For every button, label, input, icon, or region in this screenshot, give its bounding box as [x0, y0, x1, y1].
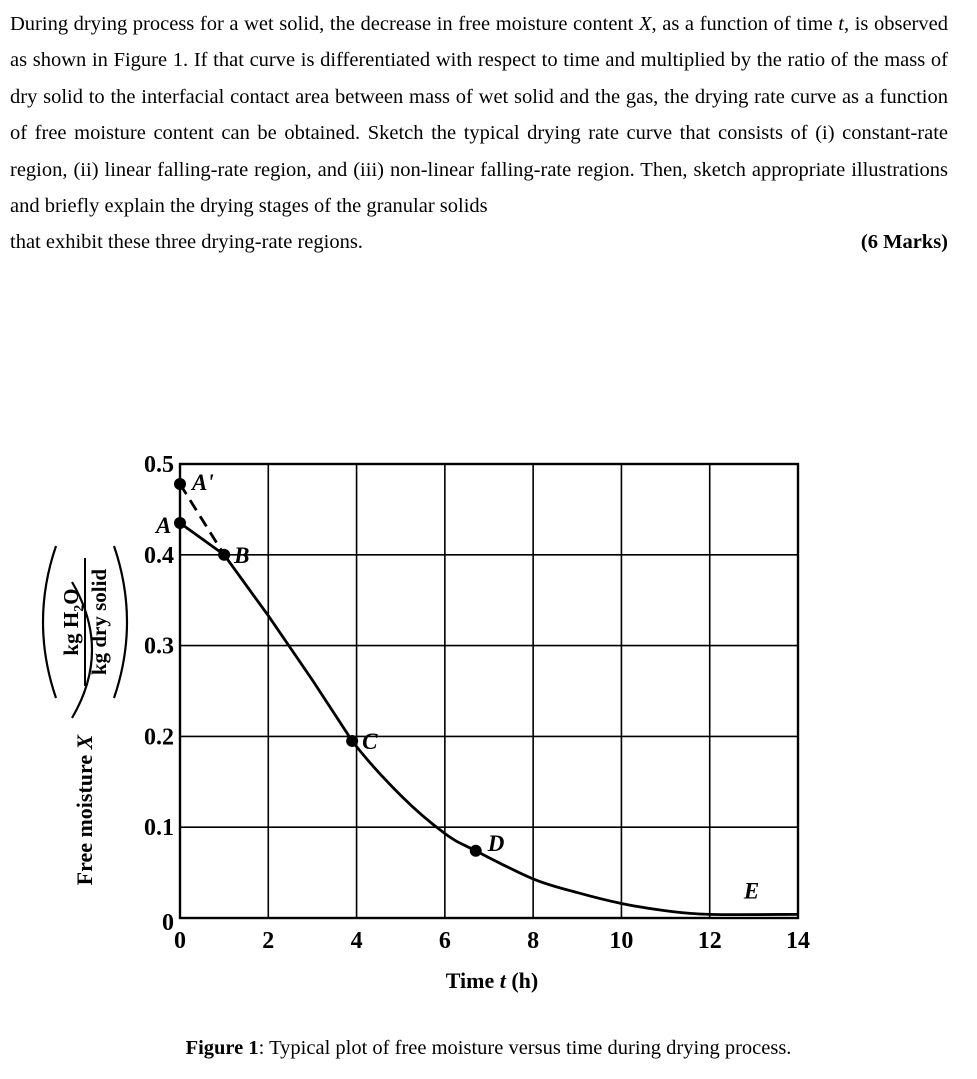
variable-x: X — [638, 13, 652, 35]
drying-curve-chart: 0 0.1 0.2 0.3 0.4 0.5 0 2 4 6 8 10 12 14 A' A B C D E Tim… — [41, 452, 810, 993]
chart-series — [178, 483, 799, 917]
point-label: E — [743, 878, 759, 903]
y-tick-label: 0 — [162, 910, 174, 936]
x-tick-label: 0 — [174, 928, 186, 954]
x-tick-label: 2 — [262, 928, 274, 954]
point-label: A — [154, 513, 171, 538]
data-point-marker — [346, 734, 359, 747]
x-tick-label: 8 — [527, 928, 539, 954]
x-tick-label: 4 — [351, 928, 363, 954]
data-point-marker — [218, 548, 231, 561]
extrapolation-dashed-line — [178, 483, 226, 556]
x-tick-label: 14 — [786, 928, 810, 954]
marks-badge: (6 Marks) — [860, 231, 948, 254]
left-paren — [71, 581, 93, 719]
figure-caption: Figure 1: Typical plot of free moisture … — [0, 1037, 977, 1060]
variable-t: t — [838, 13, 844, 35]
y-tick-label: 0.3 — [144, 634, 174, 660]
x-tick-label: 10 — [609, 928, 633, 954]
point-label: D — [487, 831, 505, 856]
data-point-marker — [469, 844, 482, 857]
question-last-line: that exhibit these three drying-rate reg… — [10, 231, 363, 254]
y-unit-numerator: kg H2O — [59, 588, 87, 655]
y-tick-label: 0.5 — [144, 452, 174, 478]
marks-line: that exhibit these three drying-rate reg… — [10, 224, 948, 260]
y-tick-label: 0.2 — [144, 724, 174, 750]
chart-points: A' A B C D E — [154, 470, 759, 903]
figure-caption-text: : Typical plot of free moisture versus t… — [258, 1037, 792, 1059]
question-paragraph: During drying process for a wet solid, t… — [10, 13, 948, 218]
point-label: B — [233, 543, 249, 568]
y-unit-denominator: kg dry solid — [87, 569, 111, 676]
y-tick-label: 0.4 — [144, 543, 174, 569]
point-label: A' — [190, 470, 214, 495]
drying-curve-line — [179, 521, 799, 917]
y-tick-label: 0.1 — [144, 815, 174, 841]
question-text: During drying process for a wet solid, t… — [10, 6, 948, 261]
x-tick-label: 6 — [439, 928, 451, 954]
plot-frame — [178, 462, 800, 920]
x-axis-label: Time t (h) — [446, 968, 539, 993]
figure-label: Figure 1 — [185, 1037, 259, 1059]
point-label: C — [362, 729, 378, 754]
bracket-arc-bottom — [112, 545, 129, 699]
y-axis-label-text: Free moisture X — [72, 733, 97, 885]
y-axis-label: Free moisture X kg H2O kg dry solid — [41, 545, 129, 885]
y-axis-ticks: 0 0.1 0.2 0.3 0.4 0.5 — [144, 452, 174, 936]
data-point-marker — [174, 517, 186, 530]
x-axis-ticks: 0 2 4 6 8 10 12 14 — [174, 928, 810, 954]
x-tick-label: 12 — [698, 928, 722, 954]
data-point-marker — [174, 477, 186, 490]
bracket-arc — [41, 545, 58, 699]
